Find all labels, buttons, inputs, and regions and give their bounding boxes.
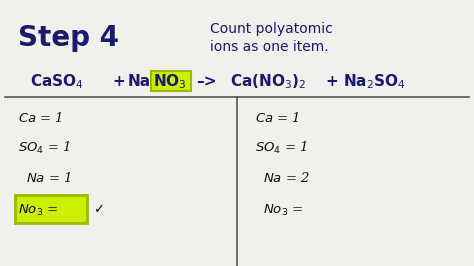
Text: $\it{Ca}$ = 1: $\it{Ca}$ = 1 — [18, 111, 63, 125]
Text: $\it{Na}$ = 1: $\it{Na}$ = 1 — [26, 171, 72, 185]
Text: $\it{Ca}$ = 1: $\it{Ca}$ = 1 — [255, 111, 300, 125]
Text: Step 4: Step 4 — [18, 24, 119, 52]
Text: Na: Na — [128, 74, 151, 89]
FancyBboxPatch shape — [15, 195, 87, 223]
Text: NO$_3$: NO$_3$ — [153, 73, 187, 91]
Text: ions as one item.: ions as one item. — [210, 40, 328, 54]
Text: Count polyatomic: Count polyatomic — [210, 22, 333, 36]
Text: $\it{Na}$ = 2: $\it{Na}$ = 2 — [263, 171, 310, 185]
Text: Ca(NO$_3$)$_2$: Ca(NO$_3$)$_2$ — [230, 73, 306, 91]
Text: Na$_2$SO$_4$: Na$_2$SO$_4$ — [343, 73, 406, 91]
Text: $\it{SO_4}$ = 1: $\it{SO_4}$ = 1 — [18, 140, 71, 156]
FancyBboxPatch shape — [151, 71, 191, 91]
Text: +: + — [112, 74, 125, 89]
Text: $\it{No_3}$ =: $\it{No_3}$ = — [18, 202, 58, 218]
Text: ✓: ✓ — [93, 203, 104, 217]
Text: CaSO$_4$: CaSO$_4$ — [30, 73, 84, 91]
Text: $\it{SO_4}$ = 1: $\it{SO_4}$ = 1 — [255, 140, 308, 156]
Text: –>: –> — [196, 74, 217, 89]
Text: +: + — [325, 74, 338, 89]
Text: $\it{No_3}$ =: $\it{No_3}$ = — [263, 202, 303, 218]
